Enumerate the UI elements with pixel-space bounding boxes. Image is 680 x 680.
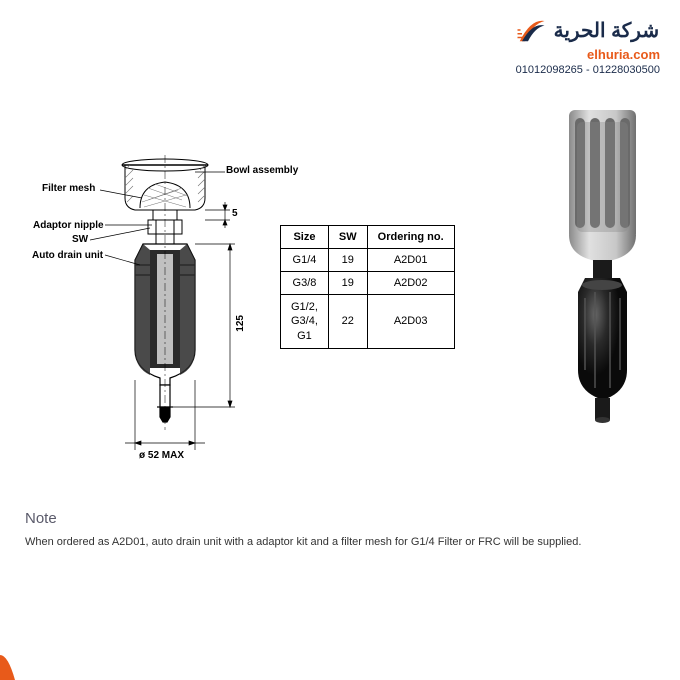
label-bowl: Bowl assembly [226,165,298,176]
th-size: Size [281,226,329,249]
label-sw: SW [72,234,88,245]
corner-accent [0,640,40,680]
th-order: Ordering no. [367,226,454,249]
company-logo: شركة الحرية elhuria.com 01228030500 - 01… [516,15,660,76]
table-row: G1/4 19 A2D01 [281,249,455,272]
ordering-table: Size SW Ordering no. G1/4 19 A2D01 G3/8 … [280,225,455,349]
label-adaptor: Adaptor nipple [33,220,104,231]
note-text: When ordered as A2D01, auto drain unit w… [25,535,655,550]
th-sw: SW [328,226,367,249]
note-section: Note When ordered as A2D01, auto drain u… [25,510,655,550]
logo-website: elhuria.com [516,47,660,62]
logo-phone: 01228030500 - 01012098265 [516,64,660,76]
note-title: Note [25,510,655,527]
dim-gap: 5 [232,208,238,219]
table-row: G3/8 19 A2D02 [281,272,455,295]
table-header-row: Size SW Ordering no. [281,226,455,249]
technical-diagram: Bowl assembly Filter mesh Adaptor nipple… [30,150,260,480]
logo-arabic-text: شركة الحرية [554,18,659,43]
label-auto-drain: Auto drain unit [32,250,103,261]
label-filter-mesh: Filter mesh [42,183,95,194]
product-photo [555,110,650,430]
dim-diameter: ø 52 MAX [139,450,184,461]
dim-height: 125 [235,315,246,332]
swoosh-icon [516,15,546,45]
table-row: G1/2, G3/4, G1 22 A2D03 [281,295,455,349]
